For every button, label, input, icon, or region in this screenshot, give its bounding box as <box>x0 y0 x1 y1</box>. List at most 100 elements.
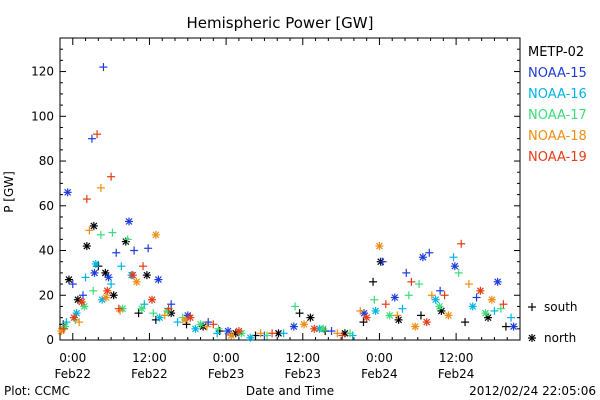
north-point <box>509 322 518 331</box>
north-point <box>371 306 380 315</box>
south-point <box>393 311 402 320</box>
y-tick-label: 0 <box>46 333 54 347</box>
south-point <box>263 331 271 340</box>
x-tick-date-label: Feb24 <box>361 367 398 381</box>
south-point <box>449 253 458 262</box>
north-point <box>151 230 160 239</box>
south-point <box>425 248 434 257</box>
north-point <box>375 242 384 251</box>
north-marker-icon <box>528 334 536 342</box>
south-point <box>256 329 265 338</box>
south-point <box>440 291 449 300</box>
north-point <box>137 304 146 313</box>
south-point <box>398 304 407 313</box>
south-point <box>370 295 379 304</box>
south-point <box>209 320 218 329</box>
x-tick-time-label: 12:00 <box>439 351 474 365</box>
south-point <box>464 280 473 289</box>
legend-item: NOAA-16 <box>528 87 587 102</box>
south-point <box>496 304 505 313</box>
south-point <box>173 318 182 327</box>
south-point <box>87 134 96 143</box>
south-point <box>81 273 90 282</box>
south-point <box>415 280 424 289</box>
x-axis-label: Date and Time <box>246 384 334 398</box>
south-point <box>85 226 94 235</box>
north-point <box>70 313 79 322</box>
south-point <box>96 183 105 192</box>
south-point <box>427 291 436 300</box>
south-point <box>454 268 463 277</box>
north-point <box>125 217 133 226</box>
x-tick-time-label: 0:00 <box>59 351 86 365</box>
south-point <box>93 130 102 139</box>
south-point <box>338 331 347 340</box>
legend-item: NOAA-17 <box>528 108 587 123</box>
south-point <box>89 286 98 295</box>
north-point <box>128 271 137 280</box>
north-point <box>394 315 403 324</box>
south-point <box>149 309 158 318</box>
south-point <box>346 329 355 338</box>
south-point <box>139 262 148 271</box>
y-axis-label: P [GW] <box>2 171 16 213</box>
north-point <box>89 221 98 230</box>
south-point <box>327 327 336 336</box>
north-point <box>64 275 73 284</box>
south-point <box>333 329 342 338</box>
x-tick-date-label: Feb24 <box>438 367 475 381</box>
north-point <box>142 271 151 280</box>
south-point <box>407 277 416 286</box>
south-point <box>134 309 143 318</box>
axis-ticks: 0 20 40 60 80 100 120 0:00 Feb22 12:00 Feb22 0:00 Fe… <box>31 38 521 381</box>
south-point <box>490 306 499 315</box>
north-point <box>444 311 453 320</box>
data-points <box>57 63 518 342</box>
y-tick-label: 40 <box>39 244 54 258</box>
south-point <box>295 309 304 318</box>
y-tick-label: 20 <box>39 288 54 302</box>
north-point <box>102 293 110 302</box>
marker-legend: south north <box>528 300 578 345</box>
south-point <box>99 63 108 72</box>
x-tick-time-label: 12:00 <box>285 351 320 365</box>
south-point <box>291 302 300 311</box>
south-point <box>202 322 211 331</box>
x-tick-date-label: Feb23 <box>285 367 322 381</box>
south-point <box>404 291 413 300</box>
south-point <box>214 324 223 333</box>
south-point <box>461 318 470 327</box>
x-tick-time-label: 0:00 <box>366 351 393 365</box>
south-point <box>114 304 123 313</box>
south-point <box>68 280 77 289</box>
south-point <box>402 268 411 277</box>
north-point <box>90 268 99 277</box>
north-point <box>468 302 477 311</box>
north-point <box>493 277 502 286</box>
south-point <box>472 293 481 302</box>
plot-credit: Plot: CCMC <box>4 384 70 398</box>
south-point <box>204 318 213 327</box>
south-point <box>82 195 91 204</box>
legend-item: NOAA-19 <box>528 150 587 165</box>
legend-item: NOAA-15 <box>528 66 587 81</box>
x-tick-date-label: Feb22 <box>131 367 168 381</box>
south-point <box>107 172 116 181</box>
south-point <box>167 300 176 309</box>
south-point <box>79 291 87 300</box>
north-point <box>148 295 156 304</box>
south-point <box>457 239 466 248</box>
north-point <box>104 273 113 282</box>
south-point <box>381 300 390 309</box>
south-point <box>369 277 378 286</box>
series-legend: METP-02 NOAA-15 NOAA-16 NOAA-17 NOAA-18 NOAA-… <box>528 45 587 165</box>
south-point <box>130 246 139 255</box>
north-point <box>422 318 431 327</box>
y-tick-label: 120 <box>31 65 54 79</box>
legend-item: METP-02 <box>528 45 584 60</box>
north-point <box>154 275 163 284</box>
x-tick-time-label: 12:00 <box>132 351 167 365</box>
north-point <box>91 259 100 268</box>
south-point <box>436 286 445 295</box>
